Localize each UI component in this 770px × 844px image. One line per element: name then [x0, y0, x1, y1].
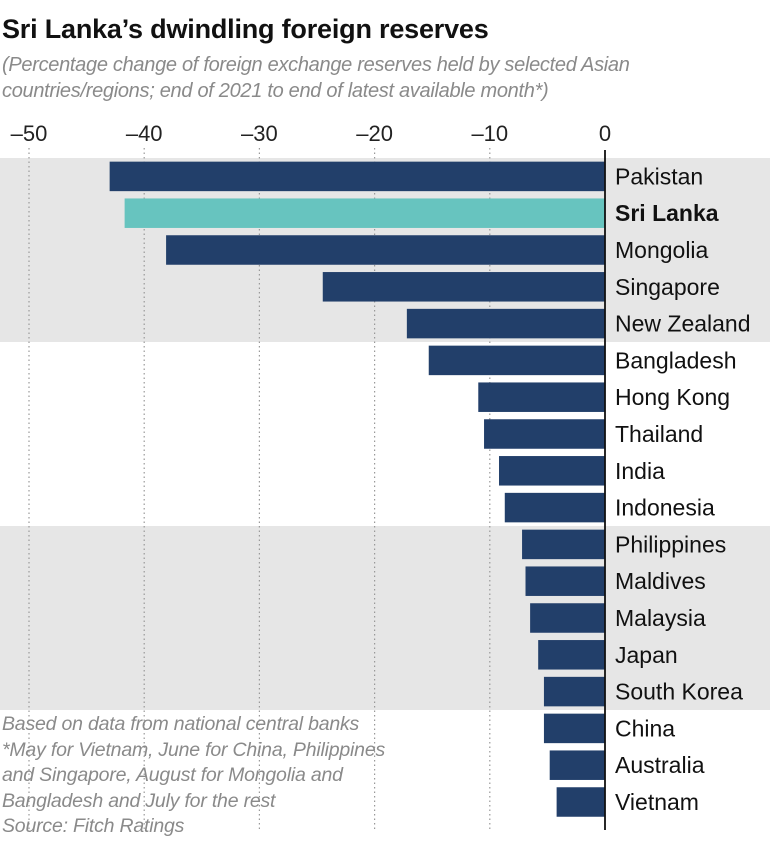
footnote-dates-1: *May for Vietnam, June for China, Philip…: [2, 738, 386, 761]
footnotes: Based on data from national central bank…: [2, 712, 502, 840]
bar-philippines: [522, 529, 605, 560]
bar-malaysia: [530, 603, 605, 633]
x-tick-label: –30: [241, 121, 278, 146]
category-label: New Zealand: [615, 311, 751, 337]
bar-maldives: [525, 566, 605, 596]
category-label: Sri Lanka: [615, 200, 719, 226]
bar-india: [499, 456, 605, 486]
bar-pakistan: [109, 161, 605, 192]
category-label: South Korea: [615, 679, 743, 705]
footnote-data-source: Based on data from national central bank…: [2, 713, 360, 735]
x-tick-label: –40: [126, 121, 163, 146]
bar-china: [543, 713, 605, 744]
category-label: Maldives: [615, 568, 706, 594]
background-band: [0, 526, 770, 710]
bar-south-korea: [543, 676, 605, 707]
category-label: Pakistan: [615, 163, 703, 189]
footnote-dates-2: and Singapore, August for Mongolia and: [2, 764, 343, 786]
bar-australia: [549, 750, 605, 780]
bar-vietnam: [556, 787, 605, 817]
x-tick-label: 0: [599, 121, 611, 146]
category-label: Indonesia: [615, 495, 715, 521]
bar-new-zealand: [406, 308, 605, 339]
x-tick-label: –10: [471, 121, 508, 146]
category-label: Vietnam: [615, 789, 699, 815]
category-label: Thailand: [615, 421, 703, 447]
category-label: Mongolia: [615, 237, 709, 263]
x-tick-label: –20: [356, 121, 393, 146]
bar-singapore: [322, 272, 605, 302]
footnote-dates-3: Bangladesh and July for the rest: [2, 789, 276, 812]
category-label: Philippines: [615, 531, 726, 557]
category-label: India: [615, 458, 665, 484]
category-label: Japan: [615, 642, 678, 668]
category-label: China: [615, 715, 675, 741]
x-tick-label: –50: [11, 121, 48, 146]
bar-thailand: [484, 419, 605, 449]
chart-title: Sri Lanka’s dwindling foreign reserves: [2, 14, 489, 44]
bar-sri-lanka: [124, 198, 605, 228]
source-credit: Source: Fitch Ratings: [2, 815, 185, 837]
bar-mongolia: [166, 235, 605, 265]
category-label: Hong Kong: [615, 384, 730, 410]
bar-indonesia: [504, 492, 605, 523]
category-label: Bangladesh: [615, 347, 737, 373]
bar-hong-kong: [478, 382, 605, 412]
category-label: Australia: [615, 752, 705, 778]
chart-subtitle: (Percentage change of foreign exchange r…: [2, 54, 630, 102]
bar-bangladesh: [428, 345, 605, 376]
category-label: Malaysia: [615, 605, 706, 631]
bar-japan: [538, 640, 605, 670]
category-label: Singapore: [615, 274, 720, 300]
